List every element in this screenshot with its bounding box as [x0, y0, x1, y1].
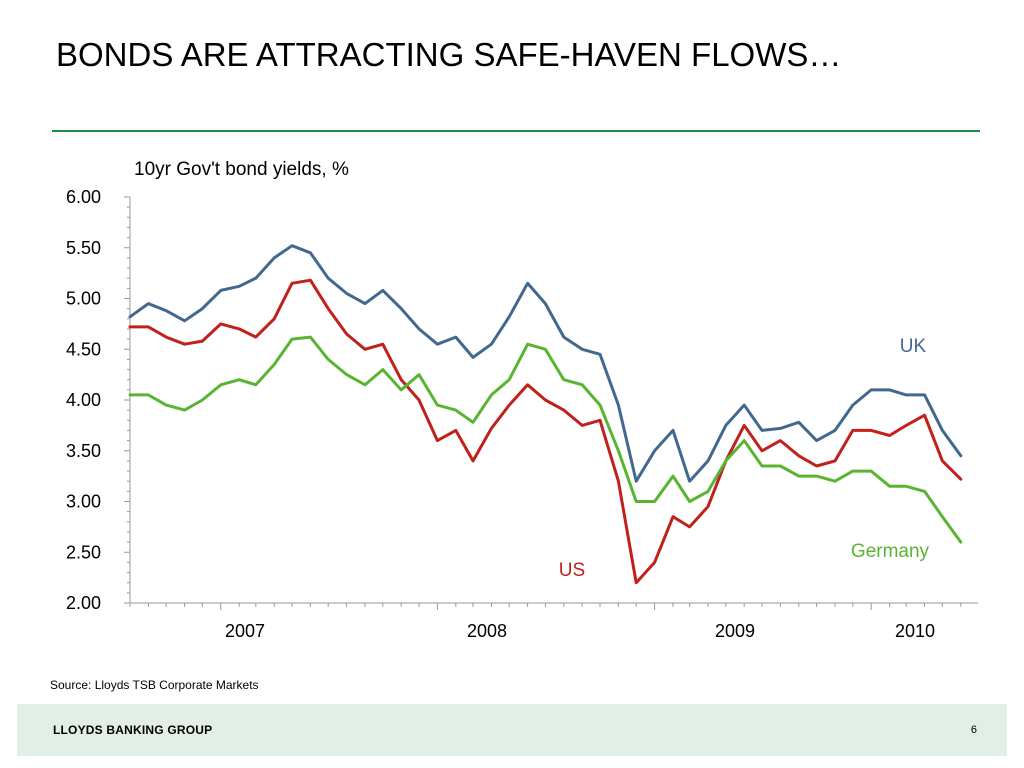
- x-year-label: 2007: [225, 621, 265, 641]
- y-tick-label: 2.00: [66, 593, 101, 613]
- x-year-label: 2009: [715, 621, 755, 641]
- series-label-us: US: [559, 560, 585, 581]
- slide-title: BONDS ARE ATTRACTING SAFE-HAVEN FLOWS…: [56, 36, 842, 73]
- y-tick-label: 5.50: [66, 238, 101, 258]
- y-tick-label: 6.00: [66, 187, 101, 207]
- chart-title: 10yr Gov't bond yields, %: [134, 159, 349, 180]
- y-tick-label: 2.50: [66, 542, 101, 562]
- y-tick-label: 4.50: [66, 339, 101, 359]
- y-tick-label: 3.00: [66, 492, 101, 512]
- x-year-label: 2010: [895, 621, 935, 641]
- series-line-us: [128, 278, 963, 585]
- series-line-uk: [128, 244, 963, 483]
- y-tick-label: 3.50: [66, 441, 101, 461]
- series-line-germany: [128, 335, 963, 544]
- y-tick-label: 4.00: [66, 390, 101, 410]
- y-tick-label: 5.00: [66, 289, 101, 309]
- chart-series-labels: UK US Germany: [559, 336, 930, 581]
- series-label-germany: Germany: [851, 541, 930, 562]
- title-divider: [52, 130, 980, 132]
- chart-axes: 6.00 5.50 5.00 4.50 4.00 3.50 3.00 2.50 2.00 2007…: [66, 187, 978, 641]
- bond-yield-chart: 10yr Gov't bond yields, % 6.00 5.50 5.00 4.…: [66, 159, 978, 641]
- page-number: 6: [970, 724, 977, 736]
- footer-band: LLOYDS BANKING GROUP 6: [17, 704, 1007, 756]
- chart-series-group: [128, 244, 963, 585]
- footer-brand: LLOYDS BANKING GROUP: [53, 723, 213, 737]
- source-note: Source: Lloyds TSB Corporate Markets: [50, 678, 259, 692]
- x-year-label: 2008: [467, 621, 507, 641]
- series-label-uk: UK: [900, 336, 927, 357]
